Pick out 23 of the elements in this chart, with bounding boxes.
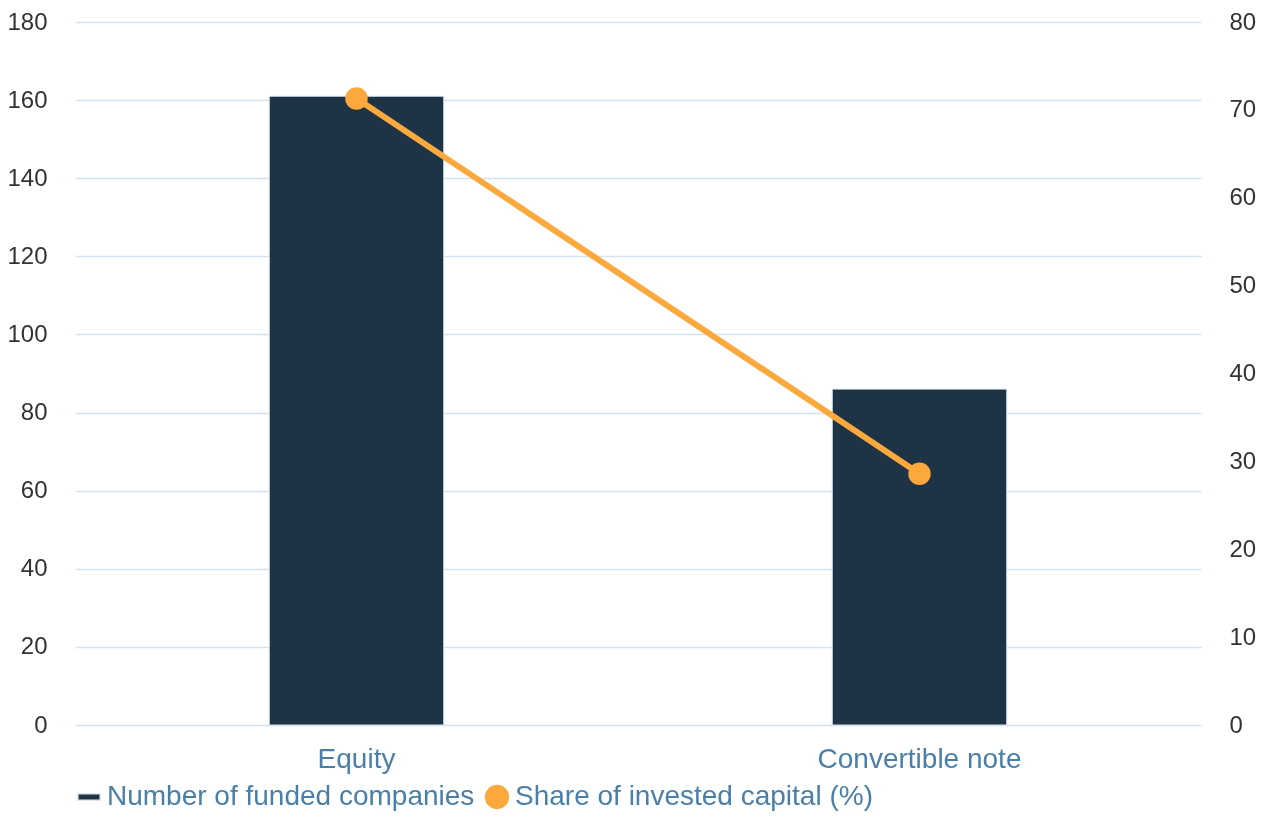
y-tick-label: 40 xyxy=(20,554,48,582)
legend-label: Number of funded companies xyxy=(107,780,475,811)
y-tick-label: 80 xyxy=(20,398,48,426)
y2-tick-label: 60 xyxy=(1229,183,1257,211)
legend-label: Share of invested capital (%) xyxy=(515,780,873,811)
x-tick-label: Convertible note xyxy=(817,742,1022,774)
y-tick-label: 140 xyxy=(7,163,48,191)
y-tick-label: 100 xyxy=(7,319,48,347)
y-tick-label: 160 xyxy=(7,85,48,113)
y2-tick-label: 70 xyxy=(1229,95,1257,123)
y-tick-label: 180 xyxy=(7,7,48,35)
y2-tick-label: 10 xyxy=(1229,622,1257,650)
y2-tick-label: 80 xyxy=(1229,7,1257,35)
y-tick-label: 120 xyxy=(7,241,48,269)
y2-tick-label: 50 xyxy=(1229,271,1257,299)
y-tick-label: 60 xyxy=(20,476,48,504)
y-tick-label: 20 xyxy=(20,632,48,660)
y-tick-label: 0 xyxy=(34,710,48,738)
y2-tick-label: 20 xyxy=(1229,534,1257,562)
y2-tick-label: 30 xyxy=(1229,446,1257,474)
x-tick-label: Equity xyxy=(317,742,396,774)
y2-tick-label: 40 xyxy=(1229,359,1257,386)
y2-tick-label: 0 xyxy=(1229,710,1243,738)
